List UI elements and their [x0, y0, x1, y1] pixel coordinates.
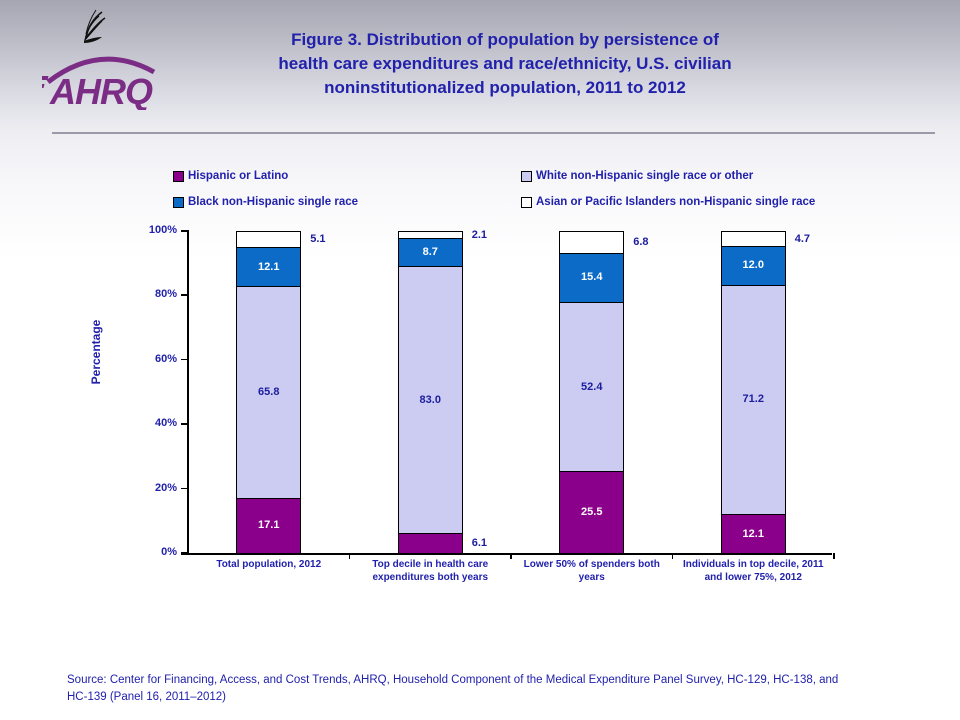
bar-value-label: 71.2 — [742, 393, 764, 406]
x-axis-category-label: Lower 50% of spenders both years — [523, 559, 660, 583]
legend-label: Asian or Pacific Islanders non-Hispanic … — [536, 196, 816, 208]
bar-segment — [397, 231, 463, 240]
y-axis-tick — [181, 552, 188, 554]
x-axis-tick — [833, 553, 835, 559]
bar-value-label: 8.7 — [422, 246, 438, 259]
x-axis-line — [181, 553, 832, 555]
bar-value-label: 2.1 — [471, 228, 488, 241]
bar-segment — [397, 266, 463, 535]
bar-value-label: 5.1 — [310, 232, 326, 245]
source-note: Source: Center for Financing, Access, an… — [67, 674, 839, 704]
y-axis-tick-label: 40% — [154, 417, 177, 430]
y-axis-tick — [181, 230, 188, 232]
y-axis-line — [187, 230, 189, 554]
legend-item-black: Black non-Hispanic single race — [173, 196, 358, 208]
bar-segment — [720, 231, 786, 248]
x-axis-tick — [348, 553, 350, 559]
legend-swatch-hispanic — [173, 170, 184, 182]
bar-value-label: 12.1 — [258, 260, 280, 273]
bar-value-label: 4.7 — [794, 232, 811, 245]
y-axis-tick — [181, 423, 188, 425]
bar-value-label: 25.5 — [581, 505, 603, 518]
legend-swatch-asian — [521, 196, 532, 208]
y-axis-tick — [181, 358, 188, 361]
figure-title: Figure 3. Distribution of population by … — [278, 30, 732, 98]
legend-label: Black non-Hispanic single race — [188, 196, 359, 208]
bar-segment — [720, 284, 786, 516]
ahrq-wordmark: AHRQ — [42, 56, 156, 110]
hhs-eagle-icon — [83, 9, 106, 43]
y-axis-tick-label: 100% — [148, 224, 177, 236]
bar-segment — [236, 286, 302, 499]
bar-segment — [559, 470, 625, 554]
bar-segment — [559, 230, 625, 254]
bar-value-label: 12.0 — [742, 259, 764, 272]
bar-segment — [720, 246, 786, 286]
bar-value-label: 65.8 — [258, 386, 280, 398]
ahrq-logo: AHRQ — [42, 6, 172, 110]
bar-segment — [236, 230, 302, 249]
x-axis-category-label: Total population, 2012 — [216, 559, 322, 570]
legend-item-white: White non-Hispanic single race or other — [521, 170, 753, 182]
bar-segment — [720, 514, 786, 554]
legend-label: Hispanic or Latino — [188, 170, 289, 182]
y-axis-tick — [181, 487, 188, 490]
x-axis-category-label: Individuals in top decile, 2011 and lowe… — [682, 559, 824, 583]
bar-value-label: 52.4 — [581, 380, 603, 393]
x-axis-category-label: Top decile in health care expenditures b… — [372, 559, 489, 583]
y-axis-tick-label: 20% — [154, 481, 177, 494]
x-axis-tick — [510, 553, 512, 559]
svg-text:AHRQ: AHRQ — [49, 71, 153, 110]
y-axis-tick-label: 80% — [154, 288, 177, 301]
bar-value-label: 6.8 — [633, 235, 649, 248]
legend-item-hispanic: Hispanic or Latino — [173, 170, 288, 182]
legend-swatch-white — [521, 170, 532, 182]
bar-value-label: 83.0 — [419, 393, 441, 406]
legend-swatch-black — [173, 196, 184, 208]
bar-segment — [236, 497, 302, 554]
y-axis-tick-label: 0% — [161, 546, 177, 558]
bar-value-label: 6.1 — [471, 537, 488, 550]
bar-value-label: 15.4 — [581, 271, 603, 284]
legend-item-asian: Asian or Pacific Islanders non-Hispanic … — [521, 196, 815, 208]
y-axis-tick — [181, 294, 188, 296]
legend-label: White non-Hispanic single race or other — [536, 170, 754, 182]
x-axis-tick — [671, 553, 673, 559]
bar-value-label: 12.1 — [742, 527, 764, 540]
header-divider — [52, 132, 935, 134]
y-axis-tick-label: 60% — [154, 352, 177, 365]
bar-segment — [559, 302, 625, 472]
bar-segment — [397, 533, 463, 554]
bar-value-label: 17.1 — [258, 519, 280, 532]
